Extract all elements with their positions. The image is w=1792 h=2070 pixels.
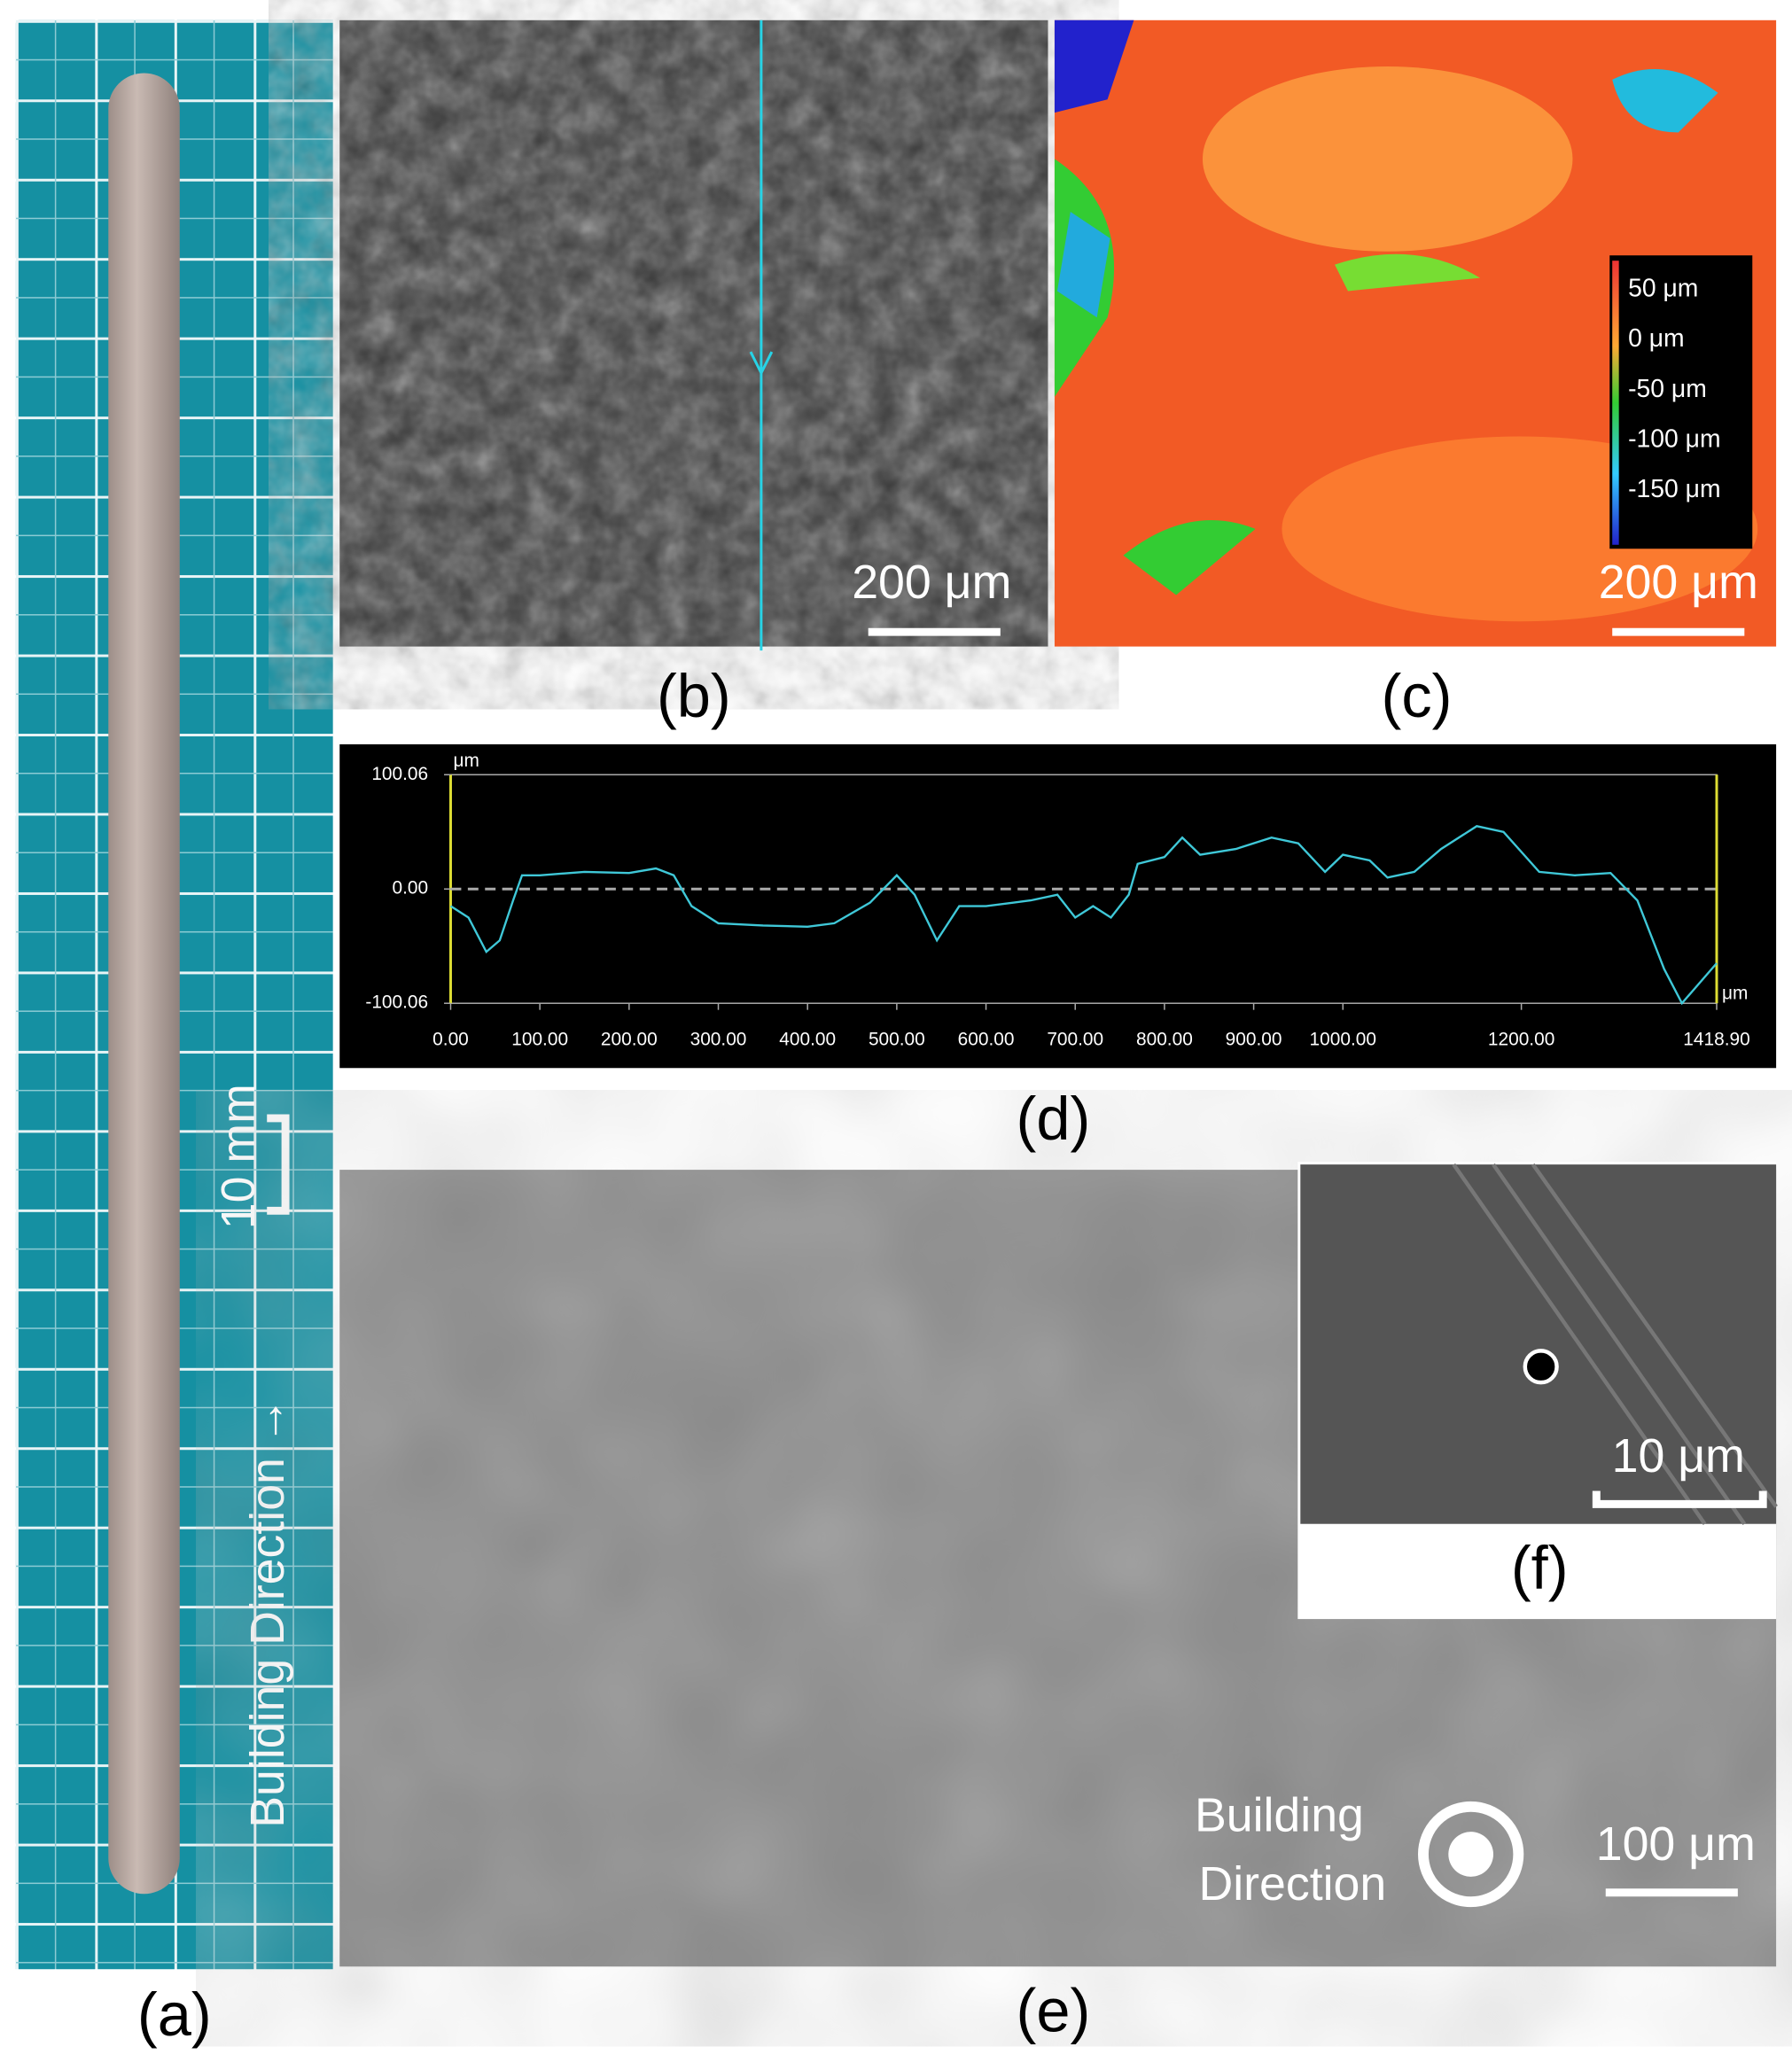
x-tick-label: 900.00 xyxy=(1226,1029,1282,1049)
colorbar-label: 0 μm xyxy=(1628,324,1685,353)
scale-label: 200 μm xyxy=(852,556,1011,609)
colorbar-box xyxy=(1609,255,1753,549)
x-tick-label: 400.00 xyxy=(779,1029,836,1049)
rod xyxy=(108,73,180,1895)
arrow xyxy=(749,351,774,377)
direction-label: Building Direction → xyxy=(241,1397,294,1828)
panel-label: (b) xyxy=(657,662,731,730)
x-tick-label: 1200.00 xyxy=(1488,1029,1554,1049)
direction-label: Direction xyxy=(1198,1857,1386,1910)
y-unit: μm xyxy=(453,751,479,771)
x-tick-label: 1000.00 xyxy=(1310,1029,1376,1049)
scale-label: 100 μm xyxy=(1596,1817,1756,1871)
colorbar-label: -50 μm xyxy=(1628,375,1707,403)
x-tick-label: 700.00 xyxy=(1047,1029,1103,1049)
direction-dot xyxy=(1448,1832,1493,1877)
x-tick-label: 200.00 xyxy=(601,1029,658,1049)
y-tick-label: 100.06 xyxy=(371,764,428,784)
x-tick-label: 100.00 xyxy=(511,1029,568,1049)
scratches xyxy=(1452,1163,1778,1526)
x-tick-label: 500.00 xyxy=(869,1029,925,1049)
x-tick-label: 0.00 xyxy=(432,1029,469,1049)
direction-label: Building xyxy=(1195,1788,1364,1841)
colorbar xyxy=(1612,261,1619,545)
panel-label: (c) xyxy=(1382,662,1453,730)
pore xyxy=(1523,1349,1559,1385)
x-tick-label: 800.00 xyxy=(1136,1029,1193,1049)
x-tick-label: 300.00 xyxy=(690,1029,747,1049)
x-tick-label: 600.00 xyxy=(958,1029,1015,1049)
scale-bar xyxy=(1592,1490,1767,1508)
scale-bar xyxy=(267,1114,290,1215)
scale-label: 10 mm xyxy=(212,1084,265,1229)
y-tick-label: 0.00 xyxy=(393,878,429,899)
y-tick-label: -100.06 xyxy=(365,992,428,1013)
colorbar-label: 50 μm xyxy=(1628,274,1698,302)
panel-label: (a) xyxy=(137,1981,212,2049)
panel-label: (d) xyxy=(1017,1085,1091,1153)
scale-label: 10 μm xyxy=(1612,1429,1745,1482)
direction-symbol xyxy=(1418,1801,1524,1908)
profile-chart xyxy=(339,743,1777,1069)
profile-curve xyxy=(449,825,1718,1006)
panel-label: (e) xyxy=(1017,1977,1091,2045)
panel-label: (f) xyxy=(1511,1534,1569,1602)
x-tick-label: 1418.90 xyxy=(1683,1029,1749,1049)
scale-label: 200 μm xyxy=(1599,556,1758,609)
texture xyxy=(339,19,1048,647)
x-unit: μm xyxy=(1722,983,1748,1003)
colorbar-label: -150 μm xyxy=(1628,475,1721,503)
inset-image xyxy=(1300,1164,1777,1524)
colorbar-label: -100 μm xyxy=(1628,424,1721,453)
